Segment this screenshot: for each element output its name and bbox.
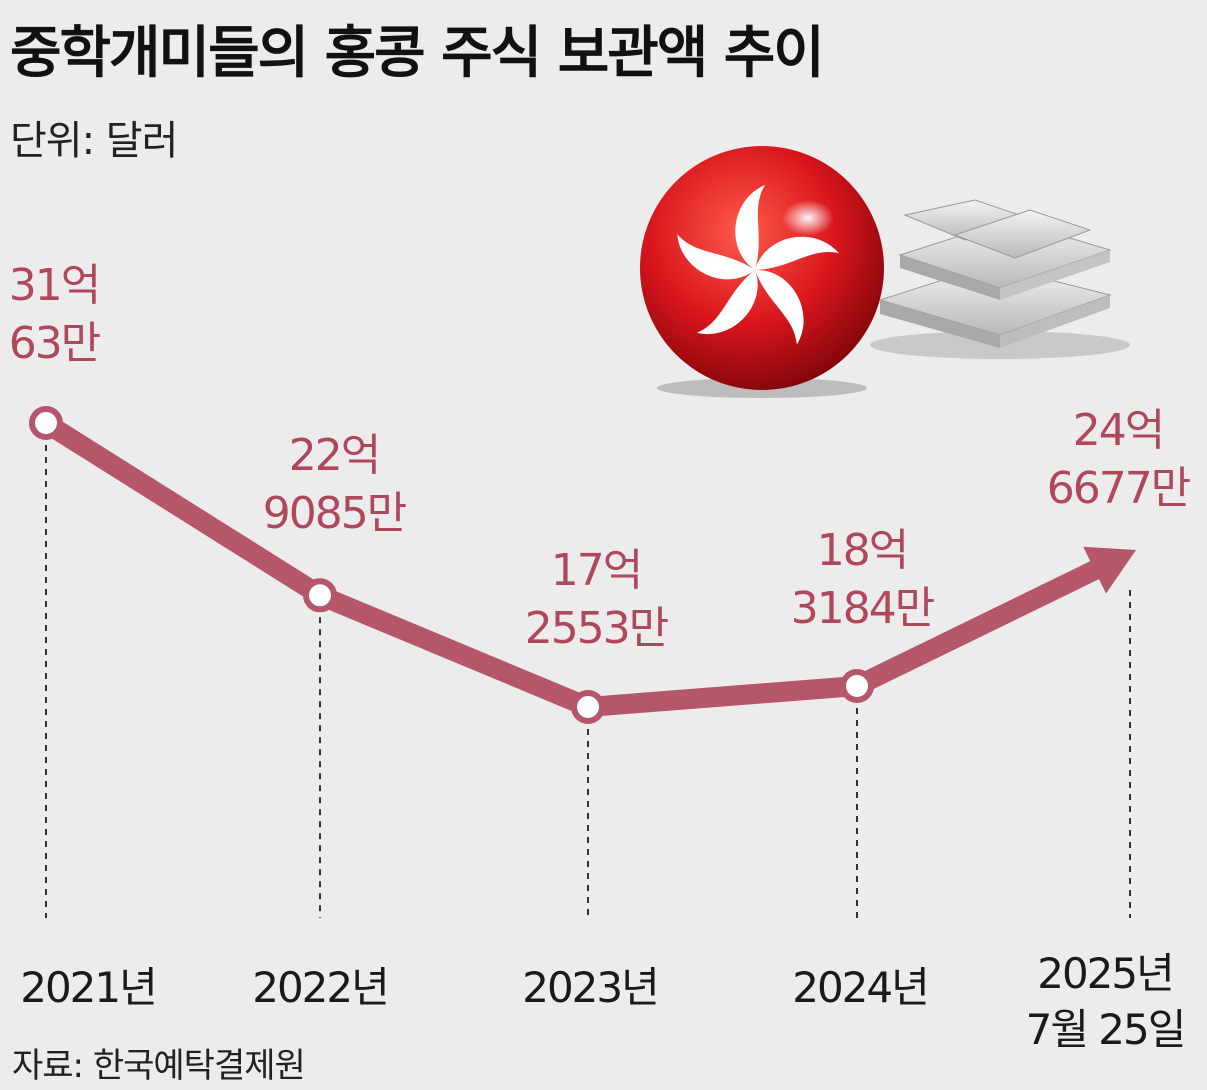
x-tick-label: 2021년	[20, 963, 156, 1012]
x-tick-label: 2025년 7월 25일	[1026, 949, 1185, 1054]
data-label: 17억 2553만	[525, 545, 668, 654]
data-label: 24억 6677만	[1047, 405, 1190, 514]
data-point	[840, 668, 874, 703]
data-point	[303, 578, 337, 613]
source-note: 자료: 한국예탁결제원	[12, 1046, 306, 1086]
unit-label: 단위: 달러	[10, 118, 178, 164]
data-label: 22억 9085만	[263, 430, 406, 539]
arrow-head	[1083, 546, 1136, 594]
data-labels: 31억 63만 22억 9085만 17억 2553만 18억 3184만 24억 6677만	[9, 260, 1192, 654]
guide-lines	[45, 445, 1131, 918]
data-point	[29, 406, 63, 440]
chart-title: 중학개미들의 홍콩 주식 보관액 추이	[10, 21, 825, 86]
x-tick-label: 2024년	[792, 963, 928, 1012]
hong-kong-flag-ball-icon	[640, 146, 884, 398]
x-axis-labels: 2021년 2022년 2023년 2024년 2025년 7월 25일	[20, 949, 1186, 1054]
x-tick-label: 2022년	[252, 963, 388, 1012]
x-tick-label: 2023년	[522, 963, 658, 1012]
money-stack-icon	[870, 199, 1130, 359]
data-label: 31억 63만	[9, 260, 100, 369]
data-points	[29, 406, 874, 724]
data-label: 18억 3184만	[791, 525, 934, 634]
data-point	[571, 690, 605, 724]
